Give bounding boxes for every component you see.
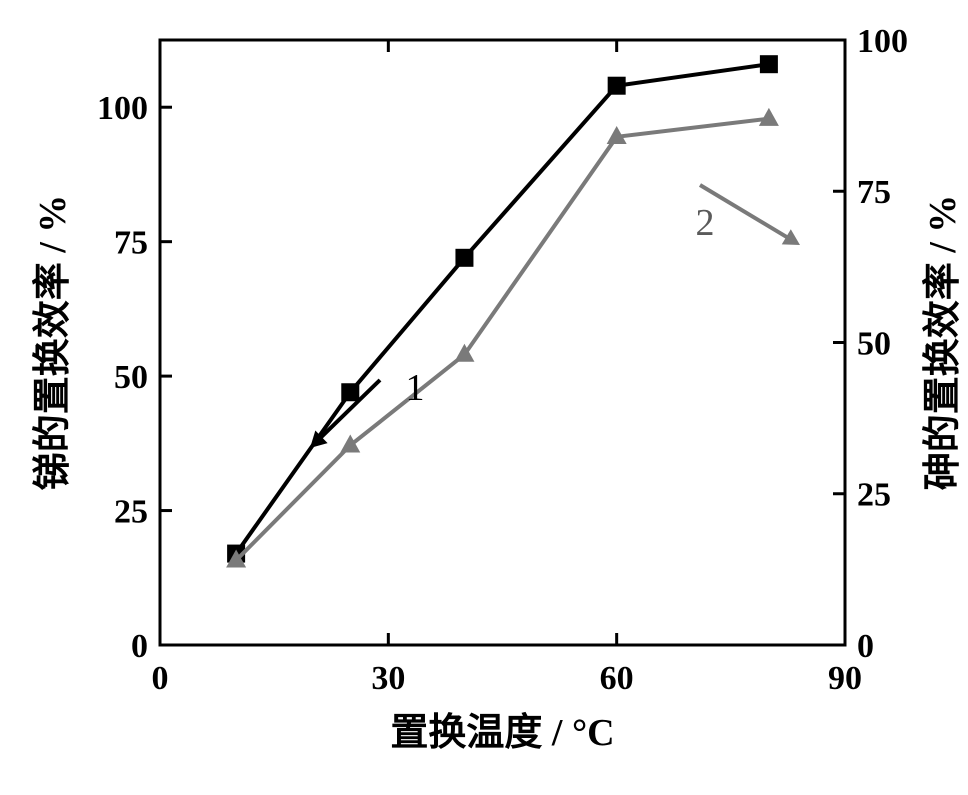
annotation-label2: 2: [696, 202, 715, 244]
x-tick-label: 60: [600, 660, 634, 697]
yl-tick-label: 25: [114, 493, 148, 530]
y-right-axis-title: 砷的置换效率 / %: [922, 195, 964, 491]
yr-tick-label: 25: [857, 477, 891, 514]
series-sb-marker: [760, 55, 778, 73]
y-left-axis-title: 锑的置换效率 / %: [32, 195, 74, 491]
chart-svg: 030609002550751000255075100置换温度 / °C锑的置换…: [0, 0, 968, 795]
yl-tick-label: 0: [131, 628, 148, 665]
yl-tick-label: 75: [114, 225, 148, 262]
x-tick-label: 90: [828, 660, 862, 697]
series-as-marker: [759, 108, 779, 126]
plot-frame: [160, 40, 845, 645]
x-tick-label: 0: [152, 660, 169, 697]
series-sb-marker: [608, 77, 626, 95]
yl-tick-label: 50: [114, 359, 148, 396]
annotation-label1: 1: [406, 367, 425, 409]
yr-tick-label: 100: [857, 23, 908, 60]
yr-tick-label: 0: [857, 628, 874, 665]
yr-tick-label: 75: [857, 174, 891, 211]
yl-tick-label: 100: [97, 90, 148, 127]
x-axis-title: 置换温度 / °C: [390, 712, 614, 754]
x-tick-label: 30: [371, 660, 405, 697]
chart-container: 030609002550751000255075100置换温度 / °C锑的置换…: [0, 0, 968, 795]
series-sb-marker: [341, 383, 359, 401]
yr-tick-label: 50: [857, 325, 891, 362]
series-as-line: [236, 119, 769, 561]
series-sb-marker: [455, 249, 473, 267]
